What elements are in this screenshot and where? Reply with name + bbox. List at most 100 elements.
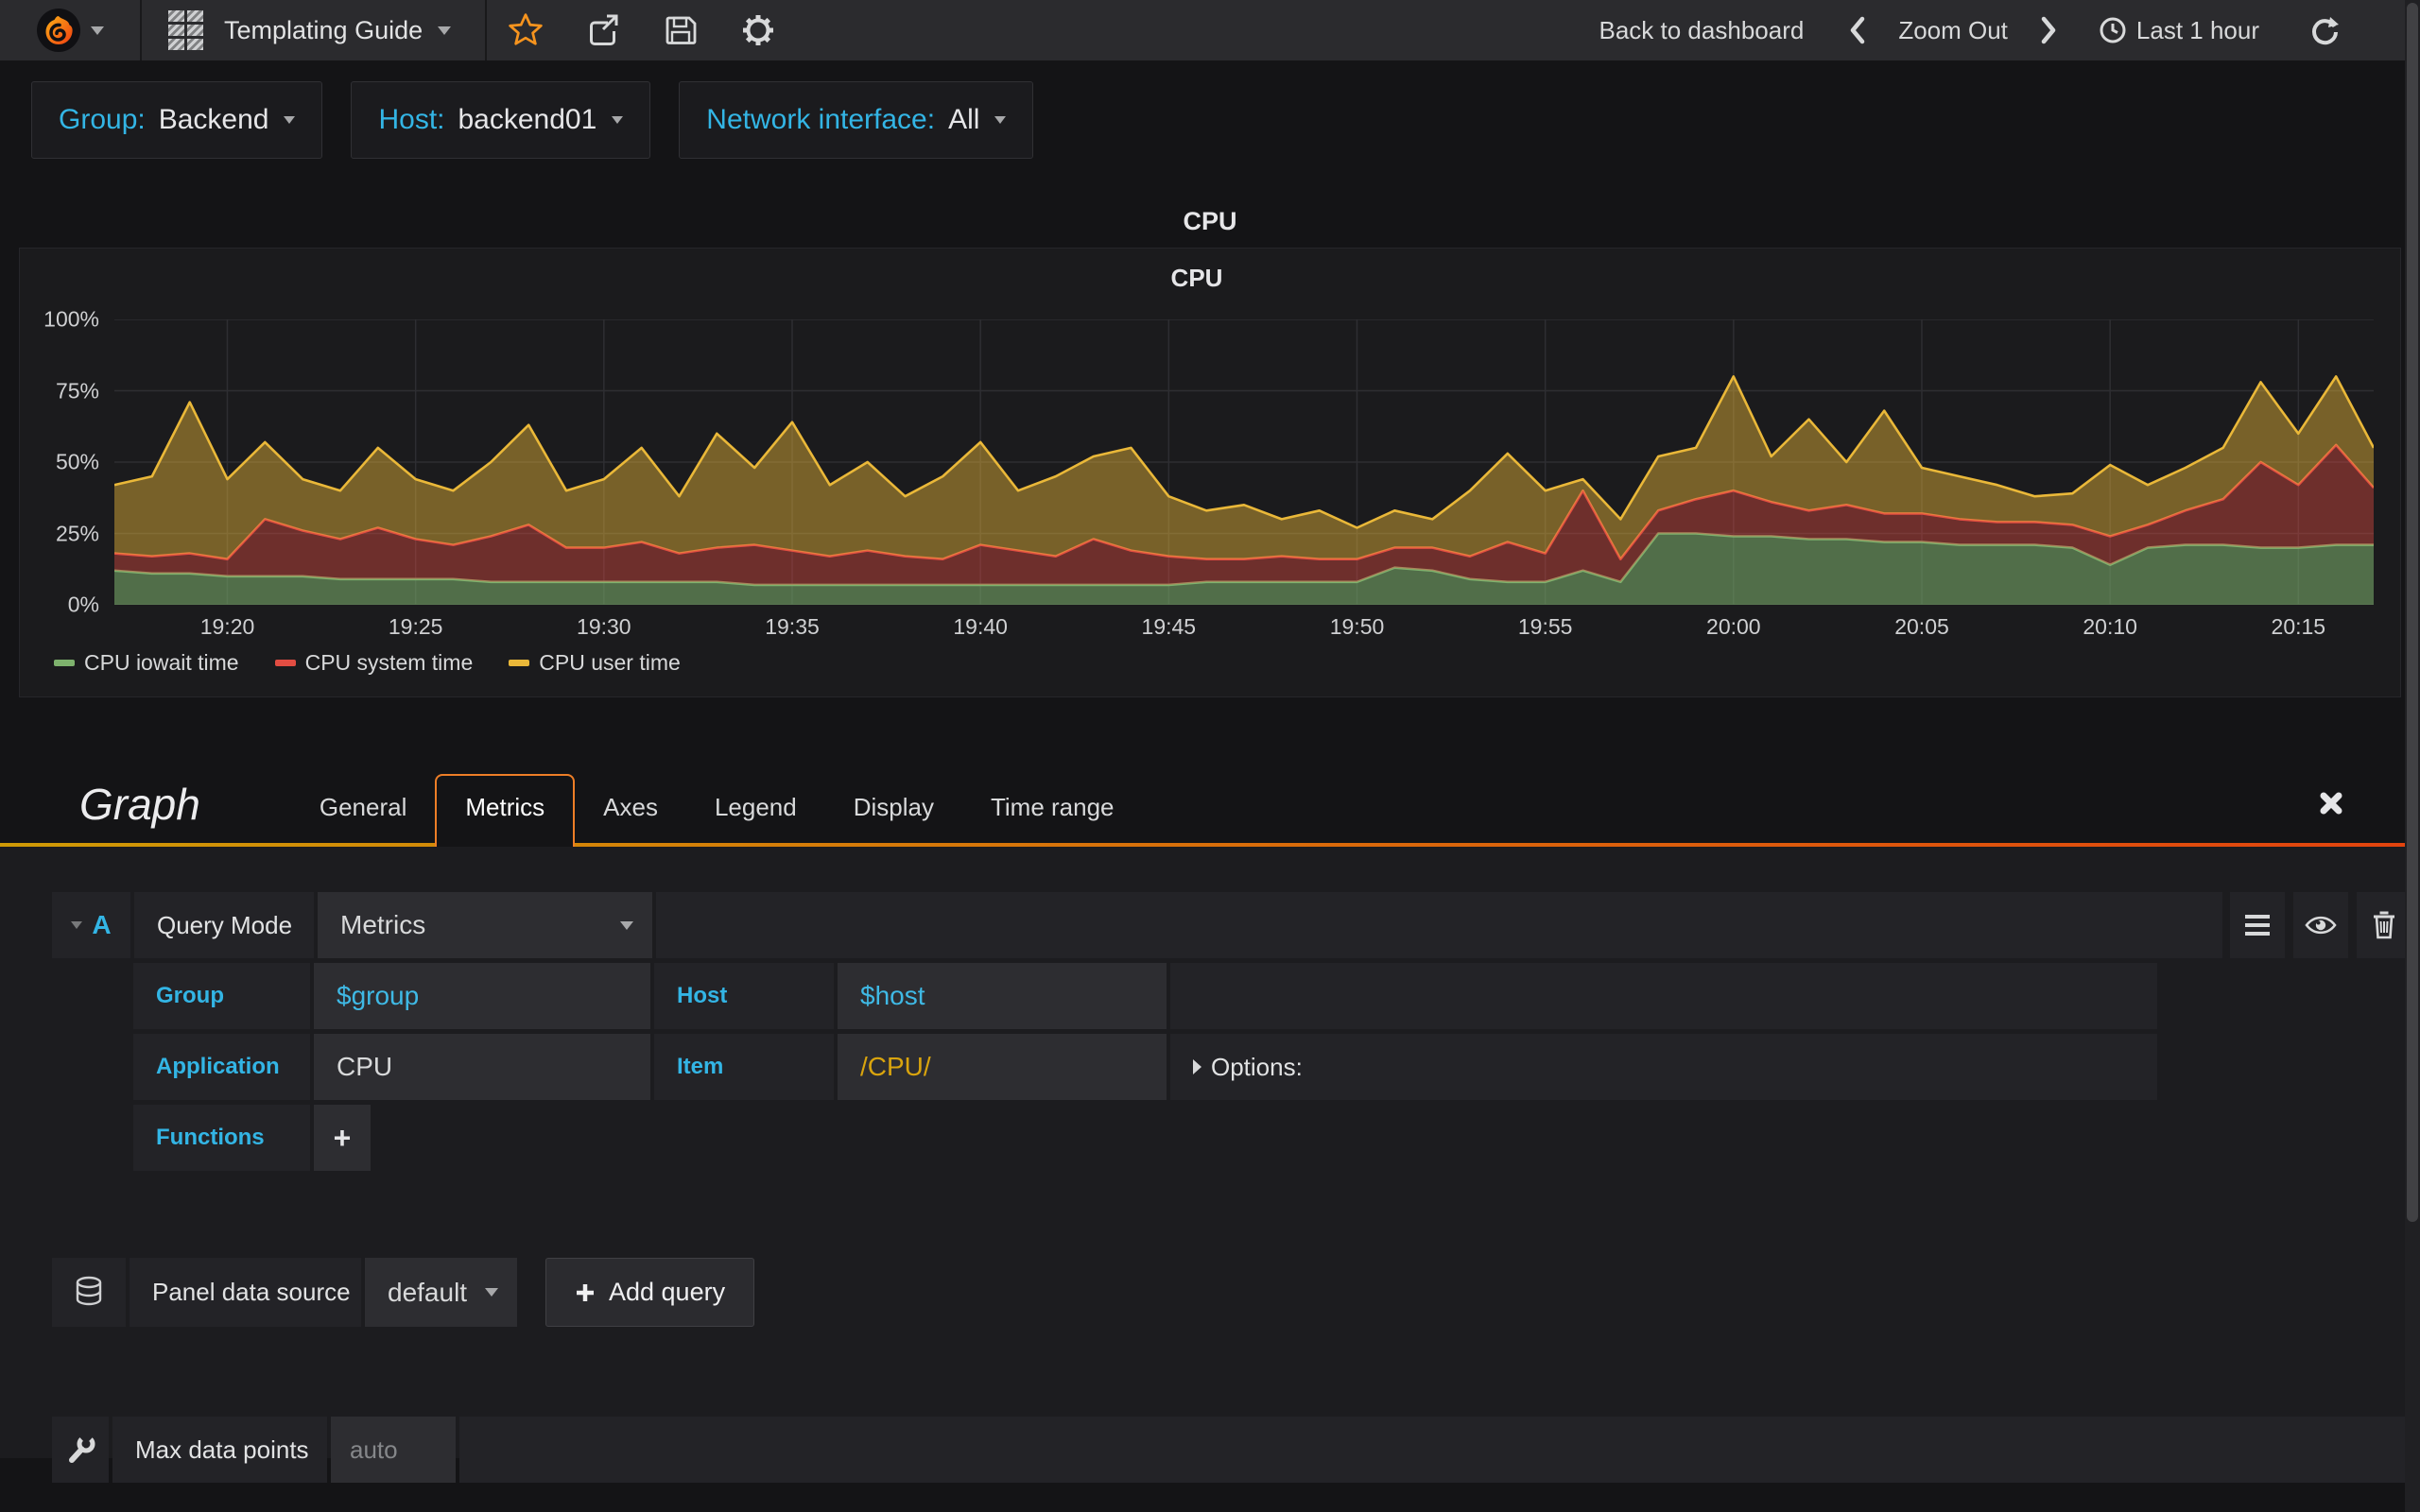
- clock-icon: [2100, 17, 2126, 43]
- chevron-left-icon[interactable]: [1849, 16, 1866, 44]
- trash-icon: [2374, 911, 2394, 939]
- x-axis-tick: 19:55: [1517, 614, 1573, 639]
- dashboard-title-button[interactable]: Templating Guide: [142, 0, 488, 60]
- chevron-down-icon: [438, 26, 452, 35]
- legend-item[interactable]: CPU iowait time: [54, 650, 239, 676]
- query-collapse-toggle[interactable]: A: [52, 892, 130, 958]
- tab-general[interactable]: General: [319, 793, 407, 821]
- star-icon: [509, 13, 543, 45]
- chevron-down-icon: [284, 116, 296, 124]
- chevron-down-icon: [620, 920, 633, 930]
- query-row-application-item: Application CPU Item /CPU/ Options:: [52, 1034, 2420, 1100]
- x-axis-tick: 20:10: [2083, 614, 2137, 639]
- x-axis-tick: 20:15: [2271, 614, 2326, 639]
- x-axis: 19:20 19:25 19:30 19:35 19:40 19:45 19:50 19:55…: [114, 605, 2374, 644]
- x-axis-tick: 19:20: [199, 614, 255, 639]
- chevron-right-icon[interactable]: [2040, 16, 2057, 44]
- dashboard-grid-icon: [168, 10, 203, 50]
- tab-time-range[interactable]: Time range: [990, 793, 1115, 821]
- query-row-a: A Query Mode Metrics: [52, 892, 2420, 958]
- host-input[interactable]: $host: [838, 963, 1167, 1029]
- add-query-button[interactable]: Add query: [545, 1258, 755, 1327]
- max-data-points-input[interactable]: [331, 1417, 456, 1483]
- x-axis-tick: 19:35: [765, 614, 820, 639]
- legend-swatch-icon: [509, 660, 530, 666]
- wrench-icon-cell: [52, 1417, 109, 1483]
- page-scrollbar[interactable]: [2405, 0, 2420, 1512]
- metrics-editor: A Query Mode Metrics: [0, 847, 2420, 1483]
- save-button[interactable]: [642, 0, 719, 60]
- variable-label: Network interface:: [706, 104, 936, 135]
- variable-label: Host:: [378, 104, 445, 135]
- variable-value: backend01: [458, 104, 597, 135]
- query-row-filler: [656, 892, 2222, 958]
- query-toggle-visibility-button[interactable]: [2293, 892, 2348, 958]
- submenu-variables: Group: Backend Host: backend01 Network i…: [0, 60, 2420, 178]
- functions-label: Functions: [133, 1105, 310, 1171]
- zoom-out-button[interactable]: Zoom Out: [1898, 15, 2008, 44]
- y-axis-tick: 25%: [55, 521, 99, 545]
- query-row-filler: [1170, 963, 2157, 1029]
- navbar: Templating Guide Back to: [0, 0, 2420, 60]
- y-axis-tick: 0%: [67, 592, 99, 617]
- datasource-label: Panel data source: [130, 1258, 361, 1327]
- back-to-dashboard-button[interactable]: Back to dashboard: [1599, 15, 1805, 44]
- grafana-logo: [37, 9, 80, 52]
- x-axis-tick: 20:05: [1894, 614, 1949, 639]
- datasource-select[interactable]: default: [365, 1258, 517, 1327]
- variable-host[interactable]: Host: backend01: [351, 81, 651, 159]
- legend-label: CPU user time: [539, 650, 681, 675]
- scrollbar-thumb[interactable]: [2407, 3, 2418, 1222]
- legend-swatch-icon: [274, 660, 296, 666]
- x-axis-tick: 19:45: [1141, 614, 1197, 639]
- group-input[interactable]: $group: [314, 963, 650, 1029]
- group-label: Group: [133, 963, 310, 1029]
- plot-area[interactable]: [114, 319, 2374, 605]
- chevron-right-icon: [1193, 1059, 1201, 1074]
- y-axis: 0% 25% 50% 75% 100%: [20, 307, 114, 617]
- refresh-icon[interactable]: [2308, 14, 2341, 46]
- options-toggle[interactable]: Options:: [1170, 1034, 2157, 1100]
- legend-item[interactable]: CPU system time: [274, 650, 473, 676]
- tab-legend[interactable]: Legend: [714, 793, 797, 821]
- graph-panel: CPU 0% 25% 50% 75% 100% 19:20 19:25 19:30 19:35…: [19, 248, 2401, 697]
- wrench-icon: [69, 1435, 95, 1463]
- chevron-down-icon: [994, 116, 1007, 124]
- max-data-points-row: Max data points: [52, 1417, 2420, 1483]
- item-label: Item: [654, 1034, 834, 1100]
- query-row-group-host: Group $group Host $host: [52, 963, 2420, 1029]
- time-range-label: Last 1 hour: [2135, 15, 2259, 44]
- query-delete-button[interactable]: [2357, 892, 2411, 958]
- tab-axes[interactable]: Axes: [603, 793, 658, 821]
- tab-metrics[interactable]: Metrics: [435, 774, 576, 847]
- time-range-picker[interactable]: Last 1 hour: [2099, 16, 2259, 45]
- star-button[interactable]: [487, 0, 564, 60]
- query-mode-value: Metrics: [340, 910, 426, 939]
- add-function-button[interactable]: +: [314, 1105, 371, 1171]
- datasource-icon-cell: [52, 1258, 126, 1327]
- options-label: Options:: [1211, 1052, 1303, 1081]
- tab-display[interactable]: Display: [853, 793, 934, 821]
- query-ref-id: A: [92, 910, 112, 939]
- variable-network-interface[interactable]: Network interface: All: [679, 81, 1034, 159]
- chevron-down-icon: [485, 1288, 498, 1297]
- query-menu-button[interactable]: [2230, 892, 2285, 958]
- grafana-menu-button[interactable]: [0, 0, 142, 60]
- variable-group[interactable]: Group: Backend: [31, 81, 323, 159]
- settings-button[interactable]: [719, 0, 797, 60]
- legend-label: CPU iowait time: [84, 650, 239, 675]
- legend-item[interactable]: CPU user time: [509, 650, 681, 676]
- max-data-points-label: Max data points: [112, 1417, 327, 1483]
- plus-icon: [577, 1283, 594, 1301]
- close-editor-button[interactable]: [2316, 788, 2346, 818]
- x-axis-tick: 19:25: [388, 614, 443, 639]
- share-button[interactable]: [564, 0, 642, 60]
- application-input[interactable]: CPU: [314, 1034, 650, 1100]
- application-label: Application: [133, 1034, 310, 1100]
- query-mode-label: Query Mode: [134, 892, 314, 958]
- query-mode-select[interactable]: Metrics: [318, 892, 652, 958]
- editor-tabs: General Metrics Axes Legend Display Time…: [291, 774, 1143, 847]
- panel-title[interactable]: CPU: [1183, 207, 1237, 235]
- y-axis-tick: 100%: [43, 306, 99, 332]
- item-input[interactable]: /CPU/: [838, 1034, 1167, 1100]
